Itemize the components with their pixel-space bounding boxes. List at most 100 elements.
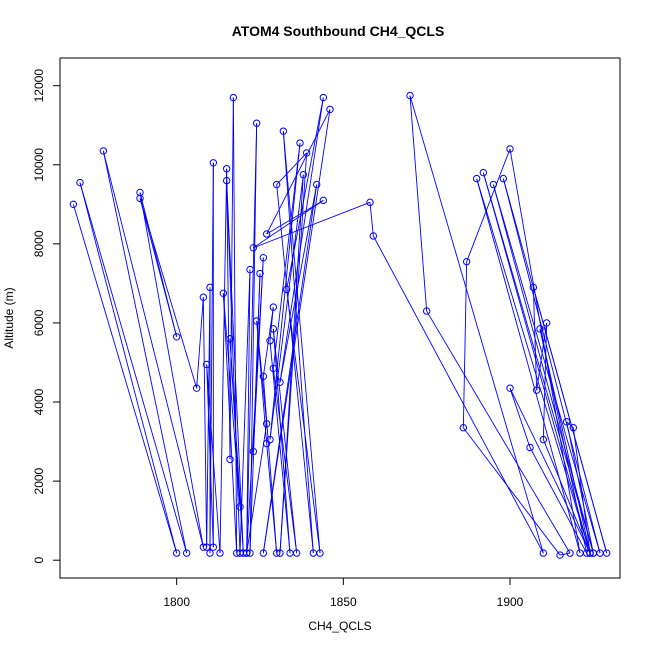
series-segment — [539, 328, 588, 554]
series-segment — [253, 201, 371, 249]
data-point — [226, 455, 234, 464]
series-segment — [206, 364, 214, 548]
data-point — [319, 196, 328, 205]
series-segment — [262, 307, 274, 377]
series-segment — [462, 427, 561, 556]
series-segment — [253, 199, 324, 249]
series-segment — [209, 162, 214, 554]
data-point — [319, 93, 328, 102]
data-point — [172, 333, 181, 341]
series-segment — [279, 97, 324, 383]
data-point — [199, 293, 208, 301]
data-point — [276, 378, 284, 386]
data-point — [366, 198, 374, 207]
series-segment — [269, 307, 274, 341]
x-tick-label: 1850 — [330, 595, 357, 609]
series-segment — [502, 178, 601, 554]
series-segment — [532, 287, 538, 391]
series-segment — [542, 322, 548, 440]
data-point — [209, 543, 218, 551]
y-tick-label: 4000 — [32, 388, 46, 415]
data-point — [532, 386, 541, 394]
plot-frame — [59, 57, 621, 579]
series-segment — [559, 552, 571, 556]
data-point — [76, 178, 84, 187]
series-segment — [269, 142, 301, 440]
data-point — [279, 127, 288, 135]
series-segment — [272, 142, 301, 369]
series-segment — [509, 388, 531, 448]
data-point — [259, 372, 268, 381]
series-segment — [239, 269, 251, 554]
series-segment — [482, 172, 591, 554]
series-segment — [492, 184, 594, 554]
data-point — [266, 435, 274, 444]
series-segment — [369, 202, 374, 236]
data-point — [489, 180, 498, 189]
series-segment — [286, 289, 321, 554]
data-point — [462, 257, 471, 266]
series-segment — [529, 447, 588, 554]
data-point — [506, 384, 514, 392]
y-tick-label: 2000 — [32, 467, 46, 494]
series-segment — [249, 123, 258, 554]
series-segment — [539, 328, 591, 554]
series-segment — [426, 310, 571, 554]
series-segment — [246, 257, 264, 554]
data-point — [296, 139, 304, 147]
data-point — [226, 335, 234, 343]
data-point — [229, 93, 238, 102]
series-segment — [246, 423, 268, 554]
series-segment — [269, 174, 304, 440]
series-segment — [206, 364, 221, 554]
data-point — [536, 325, 544, 333]
data-point — [369, 232, 378, 240]
data-point — [326, 105, 334, 114]
series-segment — [222, 293, 238, 554]
data-point — [199, 543, 208, 551]
data-point — [259, 549, 268, 557]
data-point — [529, 283, 538, 292]
data-point — [222, 176, 231, 185]
series-segment — [476, 178, 581, 554]
data-point — [269, 325, 278, 333]
data-point — [282, 285, 291, 294]
y-tick-label: 8000 — [32, 230, 46, 257]
data-point — [269, 303, 278, 311]
data-point — [472, 174, 481, 183]
data-point — [249, 244, 258, 252]
data-point — [216, 549, 224, 557]
series-segment — [269, 340, 291, 554]
data-point — [219, 289, 228, 297]
data-point — [459, 424, 468, 432]
data-point — [246, 549, 254, 557]
data-point — [262, 420, 271, 428]
series-segment — [256, 320, 268, 444]
y-axis-label: Altitude (m) — [2, 287, 16, 348]
data-point — [539, 549, 548, 557]
data-point — [192, 384, 201, 392]
series-segment — [72, 204, 178, 554]
x-axis: 1800 1850 1900 — [163, 578, 524, 609]
series-segment — [232, 97, 238, 554]
series-segment — [566, 421, 594, 554]
data-point — [526, 443, 534, 452]
data-point — [99, 147, 108, 155]
series-segment — [226, 180, 244, 554]
data-point — [589, 549, 598, 557]
data-point — [266, 337, 274, 345]
series-segment — [202, 297, 208, 548]
series-segment — [409, 95, 544, 554]
series-segment — [272, 328, 298, 554]
data-point — [222, 165, 231, 173]
data-point — [246, 265, 254, 274]
data-point — [209, 159, 218, 167]
y-tick-label: 6000 — [32, 309, 46, 336]
series-segment — [536, 322, 548, 391]
data-point — [316, 549, 324, 557]
series-segment — [282, 131, 314, 554]
data-point — [206, 283, 214, 292]
data-point — [479, 168, 488, 177]
data-point — [562, 418, 571, 426]
